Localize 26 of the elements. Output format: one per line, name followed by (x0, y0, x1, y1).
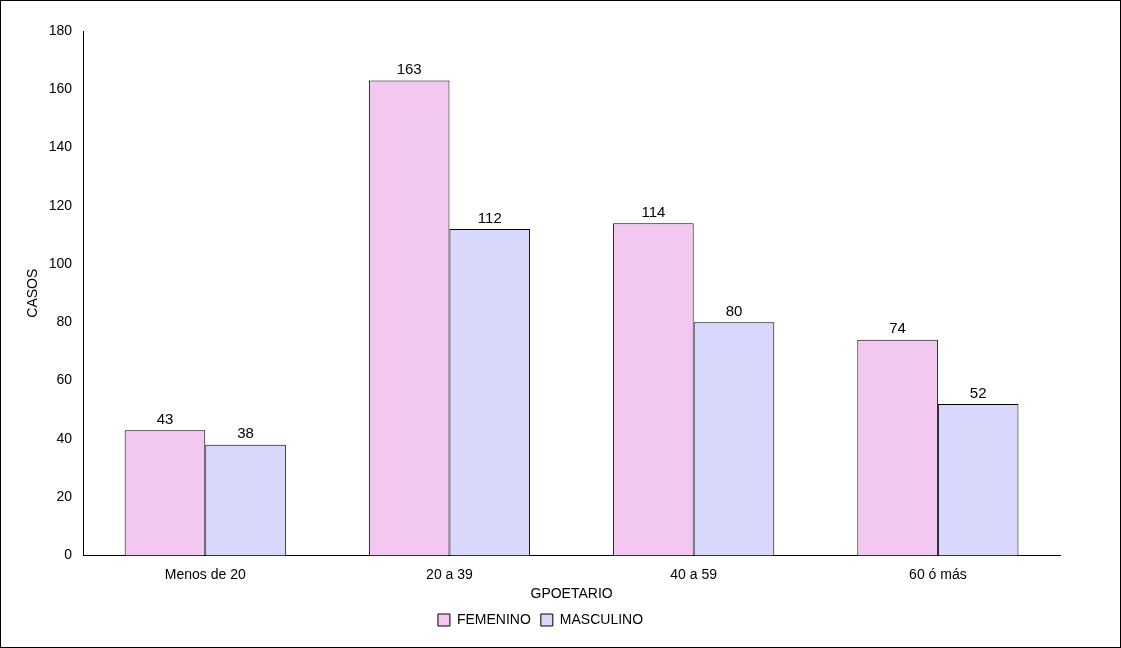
data-label: 38 (237, 424, 254, 442)
data-label: 163 (396, 60, 422, 78)
y-tick-label: 40 (56, 429, 73, 446)
y-axis-title: CASOS (24, 268, 41, 318)
y-tick-label: 100 (48, 254, 73, 271)
y-tick-label: 20 (56, 487, 73, 504)
y-tick-label: 180 (48, 21, 73, 38)
x-tick-label: 60 ó más (909, 565, 967, 582)
y-tick-label: 160 (48, 80, 73, 97)
y-tick-label: 80 (56, 313, 73, 330)
data-label: 112 (477, 208, 502, 226)
x-tick-label: 20 a 39 (426, 565, 474, 582)
x-tick-label: 40 a 59 (670, 565, 718, 582)
data-label: 52 (969, 383, 987, 401)
y-tick-label: 120 (48, 196, 73, 213)
legend-label: MASCULINO (559, 610, 644, 627)
y-tick-label: 60 (56, 371, 73, 388)
y-tick-label: 0 (64, 546, 73, 563)
data-label: 74 (889, 319, 906, 337)
x-tick-label: Menos de 20 (164, 565, 246, 582)
x-axis-title: GPOETARIO (530, 585, 613, 602)
data-label: 114 (641, 202, 666, 220)
data-label: 43 (156, 409, 174, 427)
data-label: 80 (725, 301, 743, 319)
legend-label: FEMENINO (456, 610, 531, 627)
y-tick-label: 140 (48, 138, 73, 155)
